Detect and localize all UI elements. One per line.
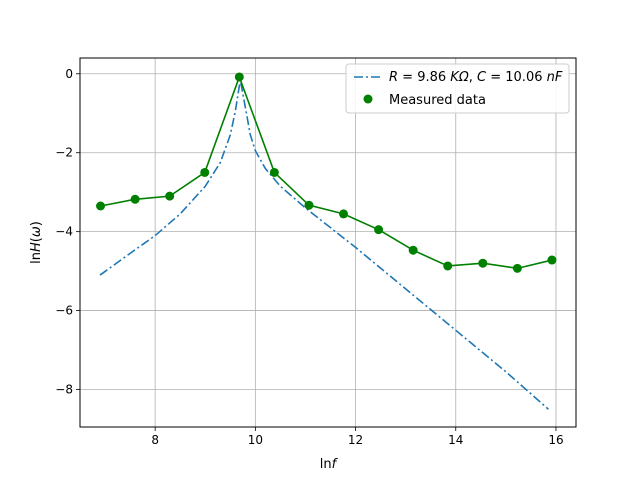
x-tick-label: 10 — [248, 433, 263, 447]
measured-data-point — [512, 263, 522, 273]
series-measured-line — [100, 74, 553, 270]
x-tick-label: 12 — [348, 433, 363, 447]
x-axis-label: lnf — [320, 457, 339, 472]
measured-data-point — [374, 225, 384, 235]
measured-data-point — [165, 191, 175, 201]
series-fit-line — [99, 79, 549, 410]
measured-data-point — [408, 245, 418, 255]
y-tick-label: −2 — [55, 146, 73, 160]
grid — [80, 58, 576, 427]
legend: R = 9.86 KΩ, C = 10.06 nF Measured data — [345, 63, 570, 114]
y-tick-label: −8 — [55, 383, 73, 397]
measured-data-point — [96, 201, 106, 211]
x-tick-label: 14 — [448, 433, 463, 447]
measured-data-point — [269, 167, 279, 177]
axes-frame — [79, 57, 577, 428]
legend-box — [345, 63, 570, 114]
y-tick-label: 0 — [65, 67, 73, 81]
y-tick-label: −4 — [55, 225, 73, 239]
ticks: 8 10 12 14 16 0 −2 −4 −6 −8 — [55, 67, 563, 447]
x-tick-label: 16 — [548, 433, 563, 447]
measured-data-point — [130, 194, 140, 204]
measured-data-point — [304, 200, 314, 210]
measured-data-point — [200, 167, 210, 177]
measured-data-point — [234, 72, 244, 82]
measured-data-point — [547, 255, 557, 265]
plot-area — [96, 72, 557, 410]
legend-measured-swatch — [363, 94, 373, 104]
measured-data-point — [443, 261, 453, 271]
legend-fit-label: R = 9.86 KΩ, C = 10.06 nF — [389, 70, 563, 85]
x-tick-label: 8 — [151, 433, 159, 447]
measured-data-point — [339, 209, 349, 219]
measured-data-point — [478, 258, 488, 268]
y-axis-label: lnH(ω) — [29, 221, 44, 264]
y-tick-label: −6 — [55, 304, 73, 318]
legend-measured-label: Measured data — [389, 93, 486, 108]
